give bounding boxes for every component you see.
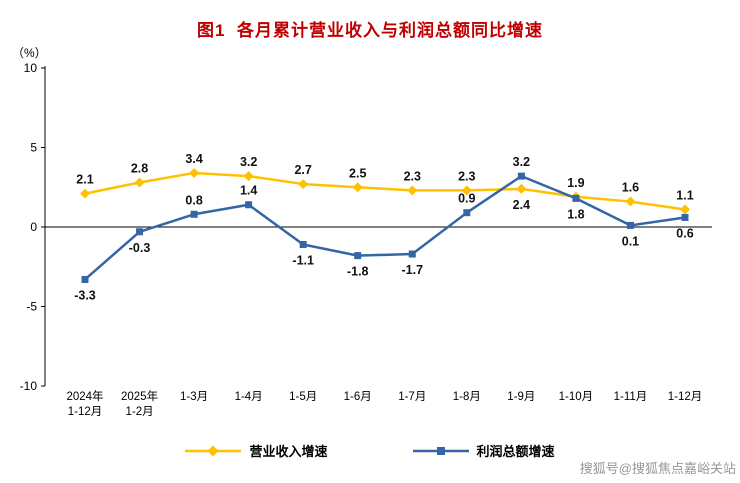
data-label: -0.3	[129, 241, 151, 255]
data-label: 0.9	[458, 192, 475, 206]
series-line-1	[83, 174, 687, 281]
marker-diamond-icon	[243, 171, 254, 182]
x-axis-label: 1-8月	[453, 391, 481, 403]
data-label: 2.5	[349, 166, 366, 180]
data-label: 1.6	[622, 181, 639, 195]
x-axis-label: 1-3月	[180, 391, 208, 403]
x-axis-label: 1-10月	[559, 391, 594, 403]
marker-square-icon	[81, 275, 89, 283]
marker-square-icon	[408, 250, 416, 258]
marker-square-icon	[190, 210, 198, 218]
data-label: 0.6	[676, 226, 693, 240]
marker-square-icon	[572, 194, 580, 202]
legend-item-profit: 利润总额增速	[412, 441, 555, 460]
data-label: -1.7	[401, 263, 423, 277]
marker-diamond-icon	[407, 185, 418, 196]
data-label: -1.1	[292, 253, 314, 267]
marker-square-icon	[463, 209, 471, 217]
legend-label-profit: 利润总额增速	[476, 444, 555, 459]
marker-diamond-icon	[80, 188, 90, 199]
y-axis-label: 10	[24, 61, 38, 75]
x-axis-label: 1-6月	[344, 391, 372, 403]
data-label: -3.3	[74, 288, 96, 302]
x-axis-label: 1-7月	[398, 391, 426, 403]
x-axis-label: 1-11月	[614, 391, 648, 403]
x-axis-label: 2024年 1-12月	[66, 389, 103, 418]
marker-square-icon	[517, 172, 525, 180]
revenue-line-marker-icon	[185, 445, 242, 456]
data-label: 1.8	[567, 207, 584, 221]
marker-diamond-icon	[680, 204, 690, 215]
chart-title: 图1 各月累计营业收入与利润总额同比增速	[197, 21, 543, 40]
marker-diamond-icon	[352, 182, 363, 193]
x-axis-label: 1-9月	[507, 391, 535, 403]
marker-diamond-icon	[461, 185, 472, 196]
series-line-0	[83, 171, 687, 211]
legend-item-revenue: 营业收入增速	[185, 441, 328, 460]
marker-square-icon	[681, 213, 689, 221]
marker-square-icon	[245, 201, 253, 209]
x-axis-label: 1-12月	[668, 391, 703, 403]
data-label: 3.2	[513, 155, 530, 169]
y-axis-unit-label: （%）	[12, 46, 47, 60]
x-axis-label: 1-4月	[235, 391, 263, 403]
marker-square-icon	[136, 228, 144, 236]
y-axis-label: -5	[26, 300, 37, 314]
marker-diamond-icon	[189, 167, 200, 178]
marker-diamond-icon	[134, 177, 145, 188]
data-label: 3.2	[240, 155, 257, 169]
marker-diamond-icon	[298, 179, 309, 190]
x-axis-label: 1-5月	[289, 391, 317, 403]
profit-line-marker-icon	[412, 446, 469, 455]
data-label: 3.4	[185, 152, 202, 166]
marker-square-icon	[354, 252, 362, 260]
y-axis-label: 5	[30, 141, 37, 155]
marker-square-icon	[299, 240, 307, 248]
data-label: -1.8	[347, 265, 369, 279]
data-label: 0.1	[622, 234, 639, 248]
data-label: 1.9	[567, 176, 584, 190]
data-label: 2.3	[404, 169, 421, 183]
chart-legend: 营业收入增速 利润总额增速	[0, 441, 740, 460]
marker-diamond-icon	[625, 196, 636, 207]
data-label: 2.7	[294, 163, 311, 177]
data-label: 2.1	[76, 173, 93, 187]
data-label: 1.1	[676, 189, 693, 203]
data-label: 0.8	[185, 193, 202, 207]
data-label: 1.4	[240, 184, 257, 198]
data-label: 2.3	[458, 169, 475, 183]
watermark: 搜狐号@搜狐焦点嘉峪关站	[579, 461, 736, 476]
data-label: 2.4	[513, 198, 530, 212]
marker-diamond-icon	[516, 183, 527, 194]
data-label: 2.8	[131, 161, 148, 175]
y-axis-label: 0	[30, 220, 37, 234]
marker-square-icon	[626, 221, 634, 229]
y-axis-label: -10	[20, 379, 38, 393]
legend-label-revenue: 营业收入增速	[249, 444, 328, 459]
x-axis-label: 2025年 1-2月	[121, 389, 158, 418]
